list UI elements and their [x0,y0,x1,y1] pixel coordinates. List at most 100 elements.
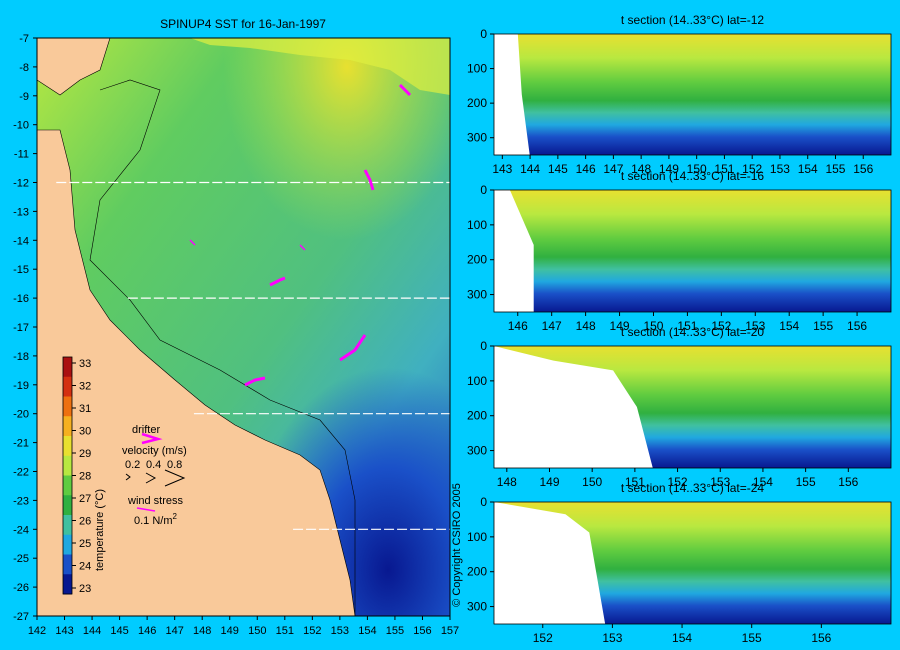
section-y-tick-label: 300 [467,131,487,145]
lon-tick-label: 143 [55,625,73,637]
drifter-icon [141,432,163,445]
lon-tick-label: 149 [221,625,239,637]
lon-tick-label: 154 [358,625,376,637]
colorbar-cell [63,495,72,516]
section-x-tick-label: 146 [576,162,596,176]
lon-tick-label: 147 [165,625,183,637]
colorbar-cell [63,455,72,476]
section-x-tick-label: 152 [711,319,731,333]
section-title: t section (14..33°C) lat=-20 [621,325,765,339]
section-x-tick-label: 151 [677,319,697,333]
drifter-label: drifter [132,424,160,436]
colorbar-cell [63,515,72,536]
lat-tick-label: -10 [13,120,29,132]
lat-tick-label: -25 [13,553,29,565]
section-x-tick-label: 151 [714,162,734,176]
velocity-arrow-1 [125,473,131,481]
lat-tick-label: -9 [19,91,29,103]
colorbar-tick-label: 31 [79,403,91,415]
section-seafloor-mask [494,34,530,155]
section-field [494,190,891,312]
section-x-tick-label: 149 [539,475,559,489]
section-latitude-lines [56,181,450,530]
lat-tick-label: -8 [19,62,29,74]
drifter-tracks [189,83,412,387]
section-x-tick-label: 144 [520,162,540,176]
land-papua [190,38,450,95]
section-y-tick-label: 300 [467,288,487,302]
section-x-tick-label: 154 [753,475,773,489]
colorbar-tick-label: 26 [79,516,91,528]
section-x-tick-label: 146 [508,319,528,333]
section-x-tick-label: 148 [631,162,651,176]
wind-icon [136,507,156,512]
lon-tick-label: 152 [303,625,321,637]
velocity-value-2: 0.4 [146,459,161,471]
colorbar-cell [63,416,72,437]
section-x-tick-label: 156 [811,631,831,645]
lon-tick-label: 153 [331,625,349,637]
section-y-tick-label: 300 [467,444,487,458]
section-x-tick-label: 155 [825,162,845,176]
section-x-tick-label: 151 [625,475,645,489]
wind-value: 0.1 N/m2 [134,512,178,527]
colorbar-ticks: 33 32 31 30 29 28 27 26 25 24 23 [72,358,91,595]
section-x-tick-label: 153 [745,319,765,333]
latitude-ticks: -7 -8 -9 -10 -11 -12 -13 -14 -15 -16 -17 -18 -19 -20 -… [13,33,37,623]
section-y-tick-label: 200 [467,565,487,579]
colorbar-cell [63,396,72,417]
lat-tick-label: -13 [13,206,29,218]
section-title: t section (14..33°C) lat=-24 [621,481,765,495]
section-y-tick-label: 0 [480,495,487,509]
section-frame [493,189,892,313]
lon-tick-label: 146 [138,625,156,637]
lat-tick-label: -20 [13,409,29,421]
section-field [494,34,891,155]
section-x-tick-label: 153 [710,475,730,489]
section-x-tick-label: 155 [813,319,833,333]
lon-tick-label: 142 [28,625,46,637]
section-x-tick-label: 147 [603,162,623,176]
colorbar-tick-label: 32 [79,381,91,393]
section-seafloor-mask [494,346,653,468]
colorbar-label: temperature (°C) [94,489,106,571]
lon-tick-label: 155 [386,625,404,637]
section-y-tick-label: 100 [467,62,487,76]
section-panel-1: t section (14..33°C) lat=-12 143 144 145 146… [467,13,892,176]
vector-legend: drifter velocity (m/s) 0.2 0.4 0.8 wind … [122,424,187,527]
colorbar-tick-label: 23 [79,583,91,595]
colorbar-tick-label: 30 [79,426,91,438]
lon-tick-label: 157 [441,625,459,637]
section-frame [493,501,892,625]
lat-tick-label: -16 [13,293,29,305]
colorbar-cell [63,357,72,378]
section-y-tick-label: 0 [480,183,487,197]
colorbar: 33 32 31 30 29 28 27 26 25 24 23 temperature (°C) [62,356,106,595]
section-seafloor-mask [494,502,606,624]
section-x-tick-label: 147 [542,319,562,333]
section-y-tick-label: 0 [480,27,487,41]
velocity-arrow-3 [164,469,186,487]
section-x-tick-label: 148 [497,475,517,489]
lat-tick-label: -17 [13,322,29,334]
reef-outline [89,79,356,616]
map-title: SPINUP4 SST for 16-Jan-1997 [160,17,326,31]
section-x-tick-label: 155 [742,631,762,645]
colorbar-cells [63,357,72,595]
colorbar-tick-label: 29 [79,448,91,460]
lat-tick-label: -24 [13,524,29,536]
lat-tick-label: -26 [13,582,29,594]
section-x-tick-label: 152 [668,475,688,489]
section-x-tick-label: 150 [582,475,602,489]
section-frame [493,33,892,156]
section-x-tick-label: 156 [847,319,867,333]
section-y-tick-label: 200 [467,409,487,423]
colorbar-cell [63,376,72,397]
lon-tick-label: 144 [83,625,101,637]
section-x-tick-label: 150 [643,319,663,333]
velocity-value-1: 0.2 [125,459,140,471]
section-x-tick-label: 154 [672,631,692,645]
lon-tick-label: 145 [110,625,128,637]
section-x-tick-label: 149 [659,162,679,176]
section-y-tick-label: 100 [467,374,487,388]
